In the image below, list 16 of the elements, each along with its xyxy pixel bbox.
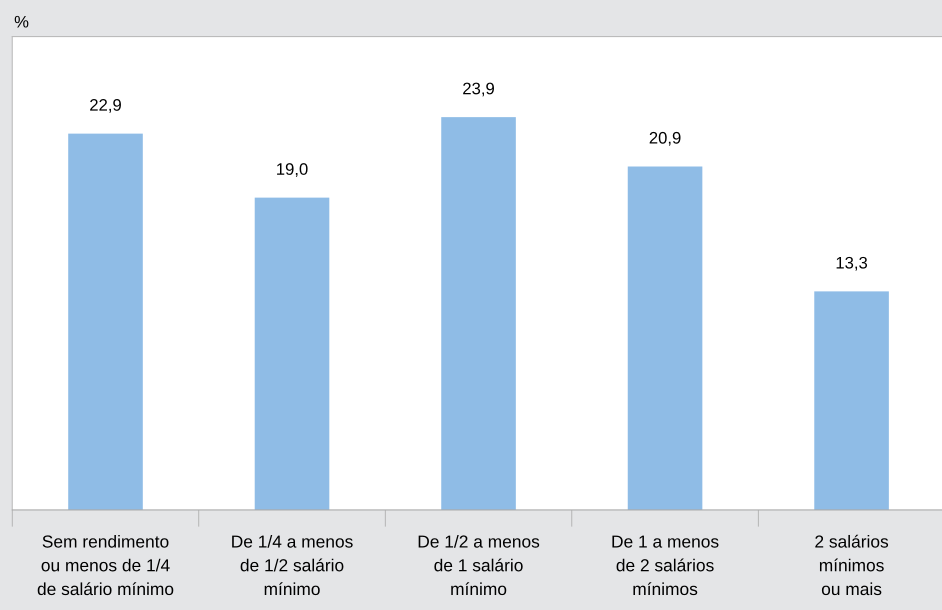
data-label: 13,3	[836, 256, 868, 271]
x-tick-label: De 1 a menos de 2 salários mínimos	[612, 536, 718, 596]
bar	[254, 198, 330, 510]
text: %	[14, 16, 28, 28]
bar	[628, 166, 702, 510]
bar	[68, 134, 143, 510]
data-label: 22,9	[90, 99, 121, 113]
x-tick-label: 2 salários mínimos ou mais	[815, 534, 888, 596]
data-label: 20,9	[650, 132, 680, 146]
data-label: 19,0	[277, 163, 308, 177]
x-tick-label: De 1/4 a menos de 1/2 salário mínimo	[232, 534, 353, 596]
bar	[814, 291, 889, 510]
data-label: 23,9	[463, 82, 494, 96]
x-tick-label: Sem rendimento ou menos de 1/4 de salário mínimo	[38, 534, 174, 596]
bar	[441, 117, 516, 510]
x-tick-label: De 1/2 a menos de 1 salário mínimo	[418, 534, 540, 596]
